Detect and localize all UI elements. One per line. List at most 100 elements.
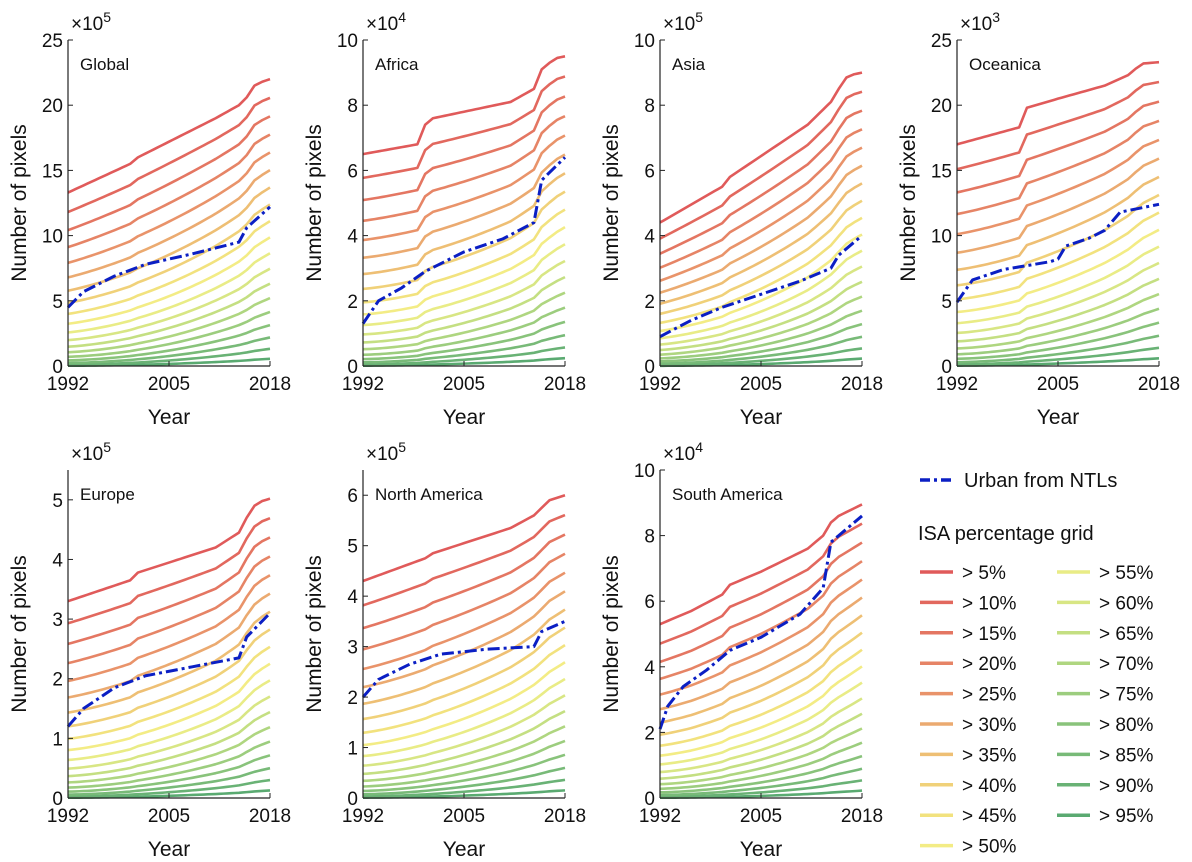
y-tick-label: 0 [52,357,63,378]
isa-line [67,555,271,665]
isa-line [659,560,863,681]
y-tick-label: 0 [941,357,952,378]
isa-line [956,80,1160,171]
x-tick-label: 1992 [936,374,978,395]
x-tick-label: 2018 [544,806,586,827]
legend-ntl-label: Urban from NTLs [964,470,1117,492]
legend-isa-label: > 20% [962,654,1017,675]
isa-line [362,709,566,776]
panel-title: South America [672,485,783,504]
x-tick-label: 2018 [249,374,291,395]
x-axis-label: Year [443,406,485,429]
axis-multiplier: ×105 [663,9,703,35]
ntl-urban-line [361,156,567,325]
isa-line [362,677,566,758]
isa-line [67,310,271,359]
y-tick-label: 0 [52,789,63,810]
y-tick-label: 8 [644,96,655,117]
y-tick-label: 2 [644,292,655,313]
y-axis-label: Number of pixels [8,124,31,282]
isa-line [362,291,566,351]
isa-line [362,75,566,180]
x-tick-label: 1992 [47,374,89,395]
isa-line [67,220,271,316]
isa-line [362,306,566,357]
x-axis-label: Year [443,838,485,861]
isa-line [362,259,566,336]
isa-line [362,153,566,260]
y-tick-label: 2 [644,723,655,744]
isa-line [362,493,566,583]
y-tick-label: 10 [931,227,952,248]
isa-line [362,552,566,651]
isa-line [67,186,271,293]
legend-isa-label: > 30% [962,715,1017,736]
isa-line [659,648,863,748]
isa-line [362,55,566,156]
isa-line [67,645,271,741]
y-tick-label: 10 [634,461,655,482]
x-tick-label: 2018 [1138,374,1180,395]
isa-line [362,333,566,364]
isa-line [659,71,863,224]
isa-line [659,128,863,269]
panel-south-america: 0 2 4 6 8 10 1992 2005 2018 ×104 South America Year… [600,439,883,861]
isa-line [67,536,271,646]
isa-line [659,712,863,780]
isa-line [659,741,863,791]
axis-multiplier: ×105 [366,439,406,465]
isa-line [67,267,271,342]
legend-isa-label: > 40% [962,776,1017,797]
isa-line [659,681,863,766]
y-tick-label: 0 [644,789,655,810]
y-tick-label: 5 [941,292,952,313]
isa-line [362,694,566,767]
isa-line [659,182,863,306]
x-tick-label: 2005 [740,806,782,827]
legend-isa-label: > 5% [962,563,1006,584]
isa-line [659,280,863,352]
axis-multiplier-exponent: 3 [992,9,1000,25]
y-axis-label: Number of pixels [8,555,31,713]
axis-multiplier-exponent: 5 [103,439,111,455]
x-axis-label: Year [740,838,782,861]
isa-line [659,503,863,626]
x-tick-label: 1992 [639,374,681,395]
axis-multiplier-exponent: 5 [695,9,703,25]
isa-line [67,516,271,625]
isa-line [67,336,271,365]
isa-line [659,596,863,711]
isa-line [659,541,863,664]
legend-isa-label: > 50% [962,837,1017,858]
isa-line [67,710,271,778]
isa-line [659,665,863,757]
isa-line [659,309,863,360]
y-tick-label: 0 [347,789,358,810]
ntl-urban-line [66,205,272,309]
isa-line [956,138,1160,236]
isa-line [67,766,271,796]
x-tick-label: 1992 [342,374,384,395]
isa-line [659,265,863,346]
legend-isa-label: > 85% [1099,745,1154,766]
y-tick-label: 25 [42,31,63,52]
isa-line [659,727,863,786]
isa-line [67,347,271,367]
legend-isa-label: > 25% [962,685,1017,706]
isa-line [659,90,863,240]
y-tick-label: 6 [347,161,358,182]
isa-line [67,96,271,214]
isa-line [956,307,1160,356]
y-tick-label: 4 [347,587,358,608]
x-tick-label: 2005 [148,374,190,395]
x-axis-label: Year [1037,406,1079,429]
y-tick-label: 2 [347,688,358,709]
isa-line [659,322,863,363]
x-axis-label: Year [740,406,782,429]
y-tick-label: 10 [337,31,358,52]
axis-multiplier: ×105 [71,9,111,35]
isa-line [362,114,566,223]
y-tick-label: 3 [347,638,358,659]
y-tick-label: 10 [634,31,655,52]
ntl-urban-line [658,514,863,730]
